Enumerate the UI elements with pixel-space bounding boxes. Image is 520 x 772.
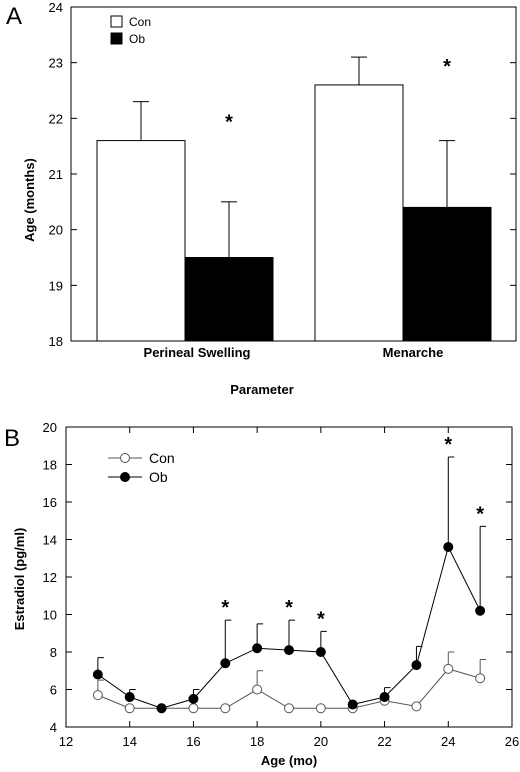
panel-a-plot-frame <box>70 6 517 342</box>
data-point-ob <box>156 703 167 714</box>
data-point-con <box>252 684 263 695</box>
x-tick-label: 14 <box>122 734 136 749</box>
data-point-con <box>124 703 135 714</box>
y-tick-label: 19 <box>49 278 63 293</box>
x-tick-label: 24 <box>441 734 455 749</box>
bar-con-perineal-swelling <box>96 140 186 342</box>
data-point-con <box>188 703 199 714</box>
panel-a-bars <box>96 56 492 342</box>
legend-swatch-con <box>110 15 123 28</box>
panel-a-category-label-menarche: Menarche <box>383 345 444 360</box>
data-point-ob <box>92 669 103 680</box>
y-tick-label: 16 <box>43 495 57 510</box>
data-point-ob <box>347 699 358 710</box>
panel-a-label: A <box>6 3 22 30</box>
data-point-con <box>475 673 486 684</box>
data-point-con <box>220 703 231 714</box>
legend-label-ob: Ob <box>129 32 145 46</box>
data-point-con <box>284 703 294 714</box>
legend-marker-ob <box>120 472 130 482</box>
data-point-ob <box>411 660 422 671</box>
significance-star: * <box>285 597 293 619</box>
y-tick-label: 24 <box>49 0 63 15</box>
y-tick-label: 20 <box>43 420 57 435</box>
panel-b-x-axis-title: Age (mo) <box>261 753 317 768</box>
y-tick-label: 23 <box>49 56 63 71</box>
significance-star: * <box>444 434 452 456</box>
data-point-ob <box>475 605 486 616</box>
data-point-ob <box>252 643 263 654</box>
x-tick-label: 26 <box>505 734 519 749</box>
y-tick-label: 21 <box>49 167 63 182</box>
data-point-ob <box>220 658 231 669</box>
x-tick-label: 12 <box>59 734 73 749</box>
y-tick-label: 6 <box>50 683 57 698</box>
y-tick-label: 4 <box>50 720 57 735</box>
y-tick-label: 20 <box>49 223 63 238</box>
panel-a-category-label-perineal-swelling: Perineal Swelling <box>144 345 251 360</box>
legend-label-con: Con <box>129 15 151 29</box>
panel-b-plot-frame <box>65 426 513 728</box>
legend-label-ob-b: Ob <box>149 469 168 485</box>
panel-b-significance-markers: * * * * * <box>221 434 484 630</box>
data-point-ob <box>379 692 390 702</box>
significance-star: * <box>317 608 325 630</box>
significance-star: * <box>476 503 484 525</box>
significance-star: * <box>221 597 229 619</box>
data-point-con <box>315 703 326 714</box>
legend-label-con-b: Con <box>149 450 175 466</box>
panel-a-x-axis-title: Parameter <box>230 382 294 397</box>
data-point-ob <box>188 693 199 704</box>
panel-a-y-ticks: 18 19 20 21 22 23 24 <box>49 0 516 349</box>
data-point-ob <box>124 692 135 702</box>
y-tick-label: 18 <box>49 334 63 349</box>
data-point-con <box>92 690 103 701</box>
series-line-con <box>97 668 481 709</box>
panel-a-significance-markers: ** <box>225 56 451 134</box>
y-tick-label: 14 <box>43 533 57 548</box>
panel-b-error-bars <box>97 456 487 699</box>
panel-a-y-axis-title: Age (months) <box>22 158 37 242</box>
data-point-ob <box>284 645 294 656</box>
x-tick-label: 16 <box>186 734 200 749</box>
data-point-ob <box>315 647 326 657</box>
y-tick-label: 18 <box>43 458 57 473</box>
x-tick-label: 18 <box>250 734 264 749</box>
bar-ob-perineal-swelling <box>184 257 274 342</box>
y-tick-label: 12 <box>43 570 57 585</box>
panel-a-bar-chart: A Age (months) Parameter Perineal Swelli… <box>6 0 517 397</box>
panel-b-y-axis-title: Estradiol (pg/ml) <box>12 528 27 631</box>
panel-b-axis-ticks: 4 6 8 10 12 14 16 18 20 12 14 16 18 20 22 24 26 <box>43 420 520 749</box>
panel-b-line-chart: B Estradiol (pg/ml) Age (mo) Con Ob 4 6 8 1… <box>4 420 519 768</box>
y-tick-label: 22 <box>49 111 63 126</box>
data-point-con <box>443 663 454 674</box>
bar-con-menarche <box>314 84 404 342</box>
legend-marker-con <box>120 453 130 463</box>
data-point-ob <box>443 542 454 552</box>
y-tick-label: 8 <box>50 645 57 660</box>
data-point-con <box>411 701 422 712</box>
x-tick-label: 22 <box>377 734 391 749</box>
legend-swatch-ob <box>110 32 123 45</box>
significance-star-perineal-swelling: * <box>225 112 233 134</box>
significance-star-menarche: * <box>443 56 451 78</box>
y-tick-label: 10 <box>43 608 57 623</box>
panel-b-data-points <box>92 542 486 714</box>
bar-ob-menarche <box>402 206 492 342</box>
x-tick-label: 20 <box>314 734 328 749</box>
panel-b-label: B <box>4 425 20 452</box>
